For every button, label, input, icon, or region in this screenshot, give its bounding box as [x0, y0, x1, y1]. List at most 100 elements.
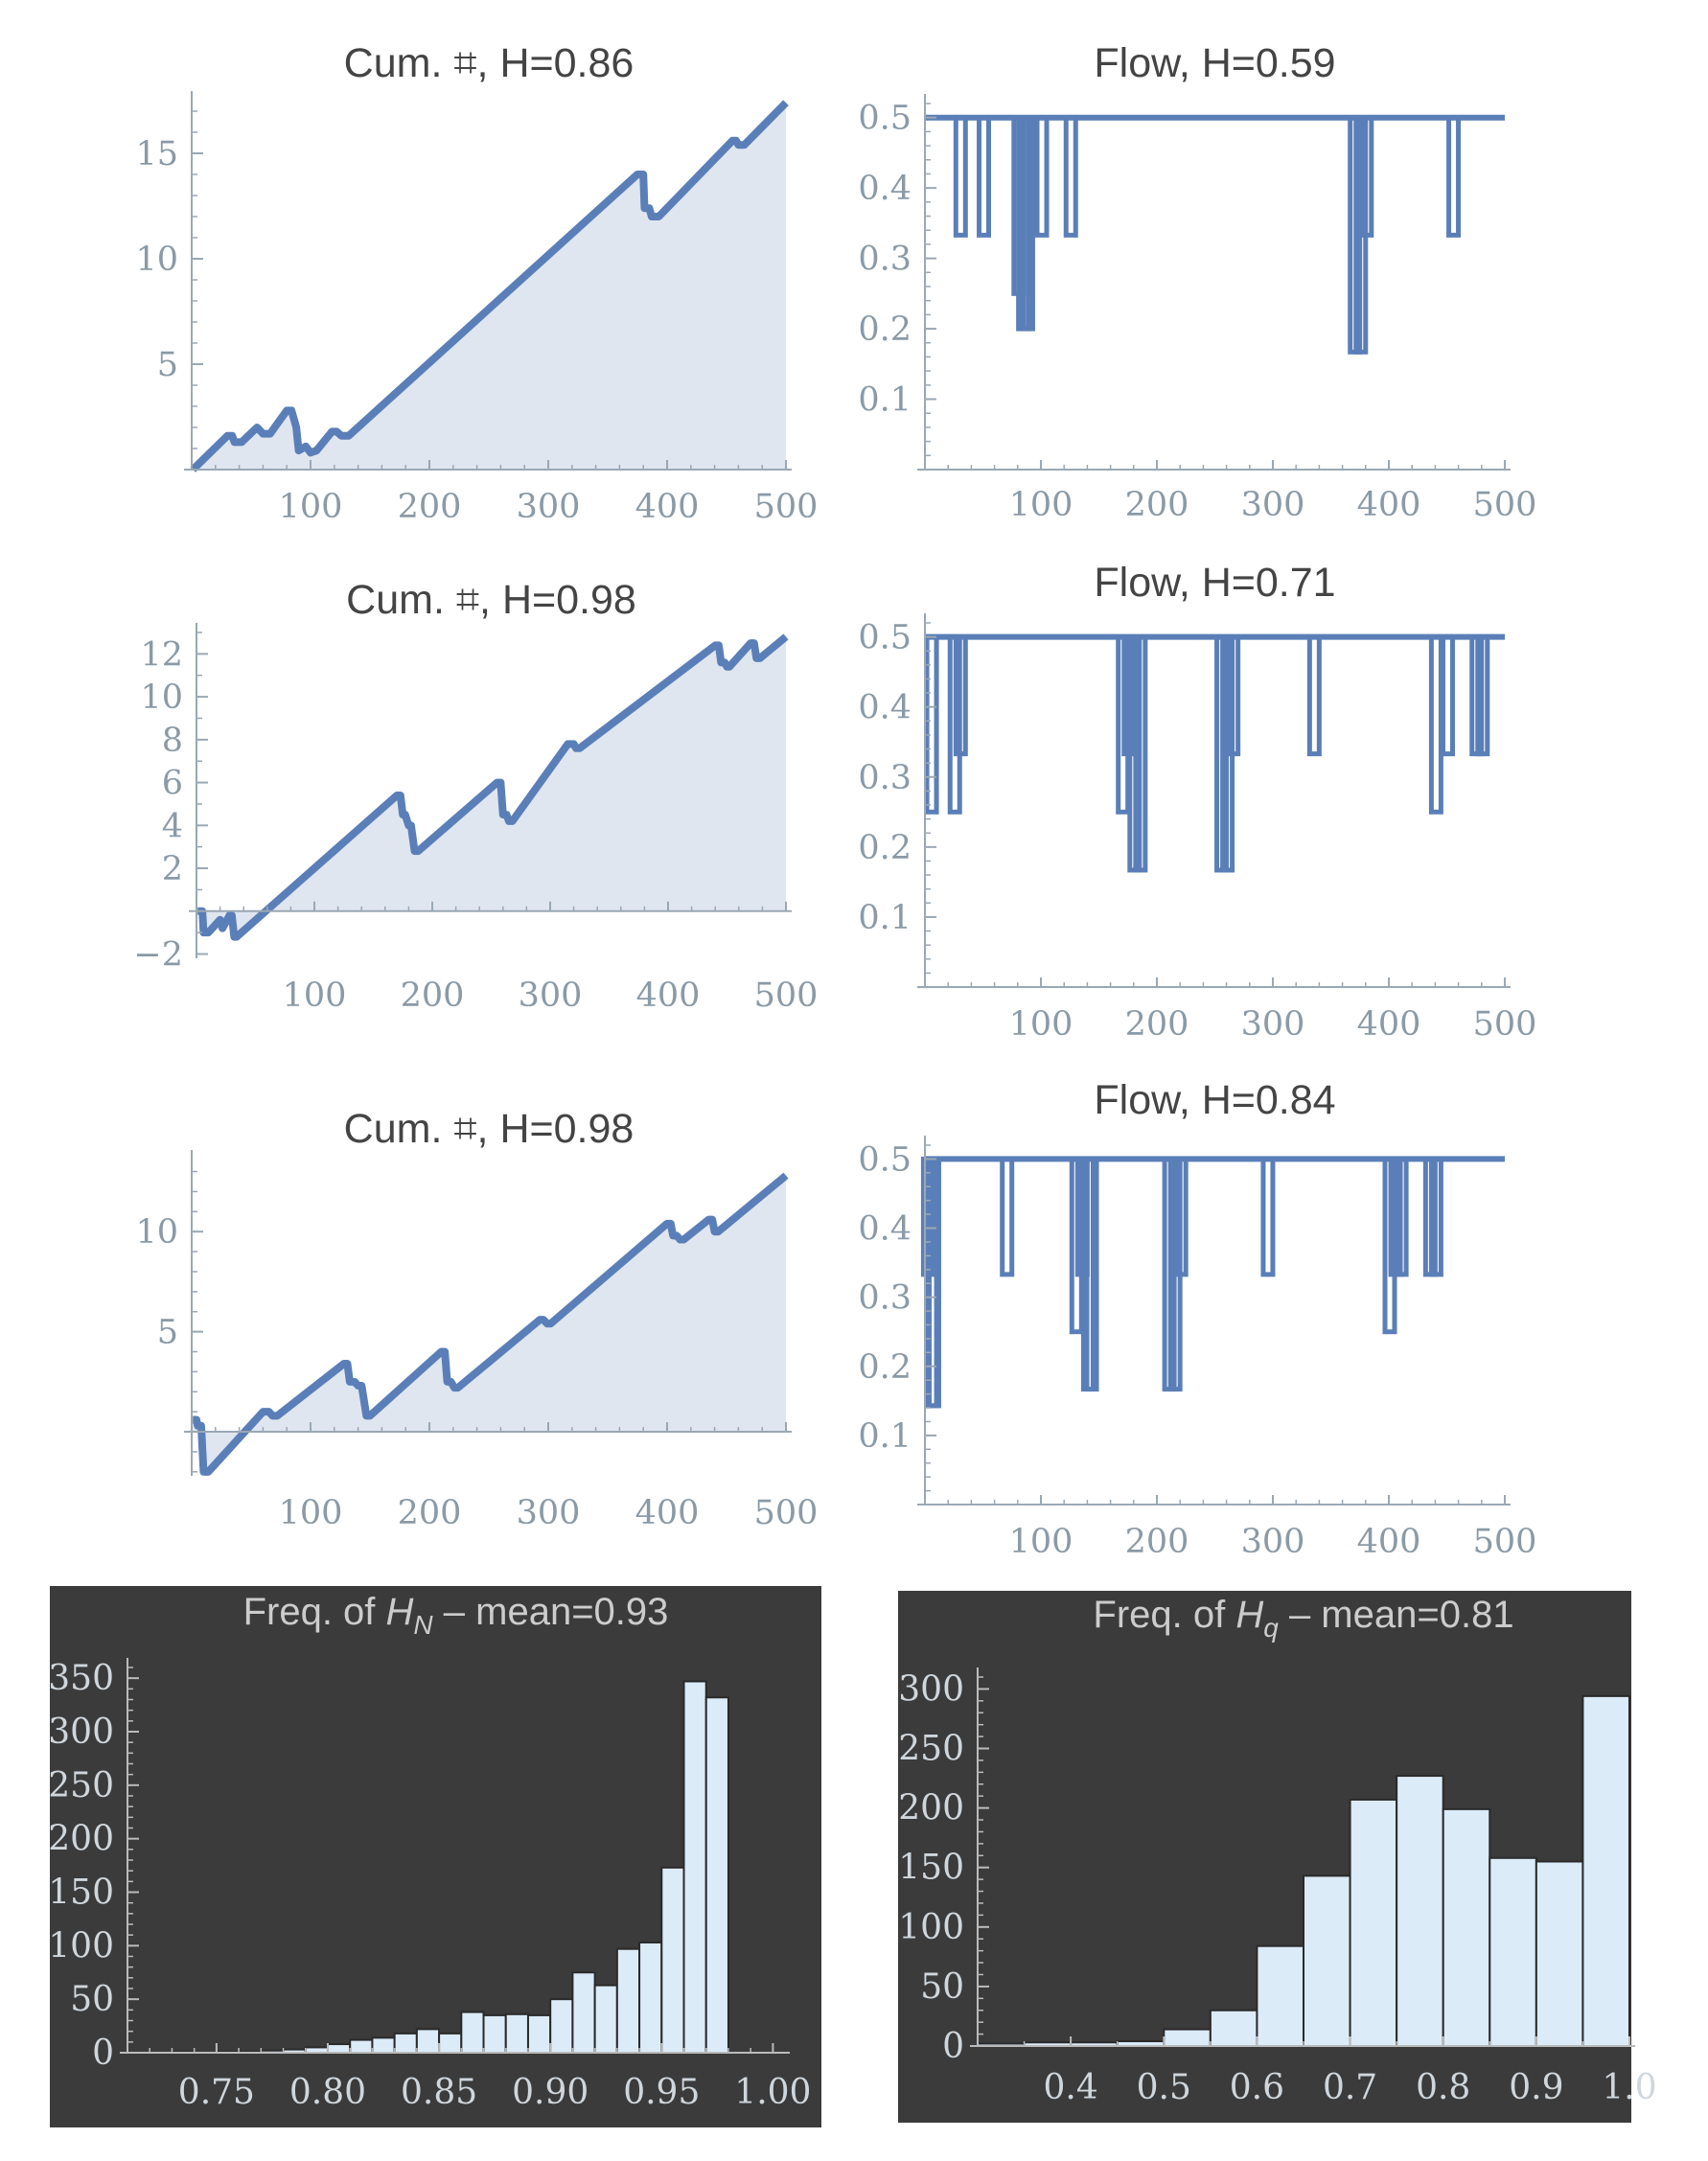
flow1-ytick-label-1: 0.2 [858, 310, 912, 349]
flow2-xtick-label-1: 200 [1125, 1005, 1189, 1044]
flow3-title: Flow, H=0.84 [1094, 1077, 1335, 1123]
flow1-dip-10 [1446, 115, 1462, 238]
cum3-xtick-label-0: 100 [279, 1494, 343, 1532]
hist1-ytick-label-5: 250 [48, 1766, 114, 1805]
hist2-bar-12 [1535, 1860, 1584, 2047]
cum2-ytick-label-4: 8 [162, 722, 183, 760]
flow3-ytick-label-2: 0.3 [858, 1279, 912, 1318]
cum3-ytick-label-1: 10 [135, 1213, 178, 1252]
hist1-bar-24 [660, 1866, 685, 2054]
hist1-ytick-label-7: 350 [48, 1659, 114, 1698]
hist1-chart: Freq. of HN – mean=0.93 0.75 0.80 0.85 0.90 0… [48, 1586, 821, 2127]
hist1-bar-9 [326, 2043, 352, 2054]
flow3-ytick-label-0: 0.1 [858, 1417, 912, 1456]
hist1-ytick-label-3: 150 [48, 1874, 114, 1913]
hist2-ytick-label-5: 250 [898, 1730, 964, 1769]
hist1-bar-10 [349, 2038, 374, 2055]
flow3-xtick-label-4: 500 [1473, 1523, 1537, 1561]
cum3-chart: Cum. ⌗, H=0.98 100 200 300 400 500 5 10 [135, 1106, 818, 1532]
flow1-xtick-label-4: 500 [1473, 486, 1537, 524]
hist2-bar-11 [1489, 1856, 1537, 2047]
hist2-ytick-label-4: 200 [898, 1789, 964, 1828]
flow2-xtick-label-3: 400 [1357, 1005, 1421, 1044]
flow3-chart: Flow, H=0.84 100 200 300 400 500 0.1 0.2 0.3 0.4 0… [858, 1077, 1536, 1561]
hist1-xtick-label-4: 0.95 [623, 2073, 700, 2112]
flow2-chart: Flow, H=0.71 100 200 300 400 500 0.1 0.2 0.3 0.4 0… [858, 560, 1536, 1044]
flow3-ytick-label-3: 0.4 [858, 1210, 912, 1249]
flow2-ytick-label-4: 0.5 [858, 619, 912, 657]
hist2-bar-8 [1349, 1798, 1398, 2047]
flow1-xtick-label-3: 400 [1357, 486, 1421, 524]
cum2-xtick-label-4: 500 [754, 977, 819, 1015]
flow1-dip-6 [1063, 115, 1078, 238]
hist1-ytick-label-4: 200 [48, 1820, 114, 1859]
hist2-ytick-label-2: 100 [898, 1908, 964, 1947]
cum2-xtick-label-1: 200 [401, 977, 465, 1015]
hist2-xtick-label-0: 0.4 [1044, 2068, 1098, 2107]
hist1-ytick-label-0: 0 [92, 2034, 114, 2073]
hist2-bar-9 [1396, 1775, 1444, 2048]
cum3-xtick-label-2: 300 [517, 1494, 581, 1532]
hist2-bar-5 [1209, 2009, 1258, 2048]
cum2-xtick-label-3: 400 [636, 977, 701, 1015]
flow1-xtick-label-0: 100 [1009, 486, 1073, 524]
cum1-xtick-label-2: 300 [517, 488, 581, 526]
flow3-xtick-label-1: 200 [1125, 1523, 1189, 1561]
flow2-ytick-label-1: 0.2 [858, 829, 912, 867]
cum1-ytick-label-2: 15 [135, 135, 178, 173]
cum2-xtick-label-2: 300 [519, 977, 583, 1015]
cum2-ytick-label-2: 4 [162, 807, 183, 845]
hist1-bar-26 [704, 1696, 729, 2055]
flow3-dip-3 [1000, 1156, 1015, 1277]
cum3-xtick-label-4: 500 [754, 1494, 819, 1532]
hist1-xtick-label-2: 0.85 [401, 2073, 477, 2112]
flow2-dip-10 [1306, 634, 1322, 757]
flow2-dip-0 [924, 634, 939, 815]
hist2-xtick-label-4: 0.8 [1416, 2068, 1470, 2107]
hist2-title: Freq. of Hq – mean=0.81 [1093, 1594, 1513, 1643]
hist1-bar-23 [638, 1941, 663, 2054]
cum3-xtick-label-1: 200 [398, 1494, 462, 1532]
hist2-xtick-label-1: 0.5 [1137, 2068, 1191, 2107]
flow3-dip-7 [1084, 1156, 1099, 1392]
flow2-xtick-label-2: 300 [1241, 1005, 1305, 1044]
flow1-dip-5 [1034, 115, 1050, 238]
flow1-dip-1 [977, 115, 991, 238]
hist2-bar-4 [1163, 2028, 1212, 2047]
cum3-series-line [192, 1172, 789, 1476]
hist2-ytick-label-1: 50 [920, 1967, 964, 2007]
flow1-ytick-label-2: 0.3 [858, 241, 912, 279]
hist2-bar-10 [1442, 1807, 1491, 2048]
cum3-title: Cum. ⌗, H=0.98 [344, 1106, 635, 1152]
flow1-chart: Flow, H=0.59 100 200 300 400 500 0.1 0.2 0.3 0.4 0… [858, 40, 1536, 524]
flow2-dip-11 [1428, 634, 1443, 815]
hist1-bar-20 [571, 1971, 596, 2054]
flow1-xtick-label-1: 200 [1125, 486, 1189, 524]
hist1-bar-15 [460, 2011, 485, 2054]
hist2-bar-7 [1303, 1874, 1351, 2047]
flow3-dip-16 [1428, 1156, 1443, 1277]
cum1-xtick-label-3: 400 [635, 488, 700, 526]
hist1-bar-14 [438, 2032, 463, 2054]
cum2-ytick-label-5: 10 [140, 678, 183, 717]
flow2-dip-12 [1441, 634, 1455, 757]
hist1-xtick-label-3: 0.90 [512, 2073, 589, 2112]
flow2-ytick-label-0: 0.1 [858, 899, 912, 937]
flow2-dip-2 [953, 634, 968, 757]
cum2-ytick-label-3: 6 [162, 765, 183, 803]
cum1-chart: Cum. ⌗, H=0.86 100 200 300 400 500 5 10 15 [135, 40, 818, 526]
cum2-ytick-label-6: 12 [140, 635, 183, 674]
hist1-bar-22 [615, 1947, 641, 2055]
flow2-title: Flow, H=0.71 [1094, 560, 1335, 606]
flow3-xtick-label-0: 100 [1009, 1523, 1073, 1561]
hist1-ytick-label-6: 300 [48, 1713, 114, 1752]
flow2-ytick-label-3: 0.4 [858, 689, 912, 727]
hist2-xtick-label-3: 0.7 [1323, 2068, 1377, 2107]
hist1-bar-12 [393, 2032, 418, 2054]
cum1-title: Cum. ⌗, H=0.86 [344, 40, 635, 86]
cum2-xtick-label-0: 100 [283, 977, 347, 1015]
hist2-bar-6 [1256, 1944, 1305, 2047]
hist1-bar-17 [504, 2012, 529, 2055]
hist2-ytick-label-3: 150 [898, 1849, 964, 1888]
